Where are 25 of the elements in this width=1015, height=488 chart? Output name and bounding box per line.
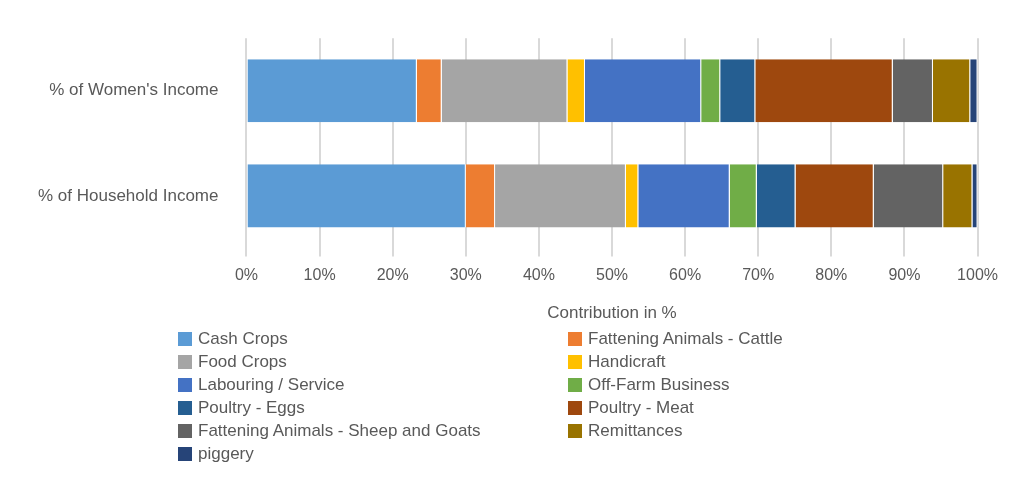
legend-label: Fattening Animals - Cattle xyxy=(588,328,783,349)
legend-label: Cash Crops xyxy=(198,328,288,349)
x-axis-title: Contribution in % xyxy=(547,303,677,323)
legend-label: Off-Farm Business xyxy=(588,374,730,395)
x-tick-label: 20% xyxy=(376,266,409,284)
x-tick-label: 40% xyxy=(522,266,555,284)
y-tick-label: % of Women's Income xyxy=(49,80,219,100)
x-tick-label: 10% xyxy=(303,266,336,284)
x-tick-label: 30% xyxy=(449,266,482,284)
legend-label: Food Crops xyxy=(198,351,287,372)
x-tick-label: 100% xyxy=(957,266,998,284)
x-tick-label: 90% xyxy=(888,266,921,284)
legend-label: Remittances xyxy=(588,420,683,441)
legend-label: Handicraft xyxy=(588,351,666,372)
y-tick-label: % of Household Income xyxy=(37,185,219,205)
legend-label: Poultry - Eggs xyxy=(198,397,305,418)
x-tick-label: 80% xyxy=(815,266,848,284)
legend-label: Fattening Animals - Sheep and Goats xyxy=(198,420,481,441)
x-tick-label: 60% xyxy=(669,266,702,284)
legend-label: Poultry - Meat xyxy=(588,397,694,418)
x-tick-label: 70% xyxy=(742,266,775,284)
x-tick-label: 0% xyxy=(234,266,259,284)
x-tick-label: 50% xyxy=(596,266,629,284)
legend-label: Labouring / Service xyxy=(198,374,345,395)
legend-label: piggery xyxy=(198,443,254,464)
